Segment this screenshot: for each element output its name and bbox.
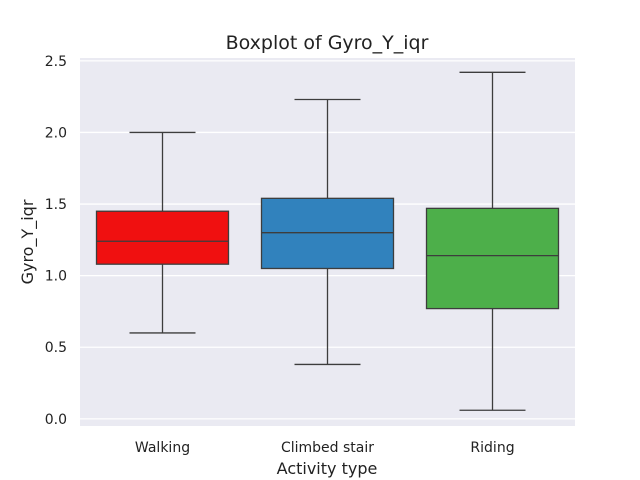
x-tick-label: Climbed stair bbox=[281, 440, 374, 456]
x-tick-label: Walking bbox=[135, 440, 190, 456]
y-tick-label: 2.5 bbox=[45, 54, 67, 70]
x-axis-label: Activity type bbox=[277, 459, 378, 478]
box-climbed-stair bbox=[260, 197, 395, 270]
y-tick-label: 0.0 bbox=[45, 412, 67, 428]
x-axis-ticks: Walking Climbed stair Riding bbox=[135, 440, 515, 456]
y-axis-ticks: 0.0 0.5 1.0 1.5 2.0 2.5 bbox=[45, 54, 67, 428]
boxes bbox=[95, 71, 560, 411]
box-walking bbox=[95, 210, 230, 265]
y-axis-label: Gyro_Y_iqr bbox=[18, 199, 38, 284]
chart-title: Boxplot of Gyro_Y_iqr bbox=[226, 32, 429, 54]
x-tick-label: Riding bbox=[470, 440, 514, 456]
box-riding bbox=[425, 207, 560, 310]
y-tick-label: 1.5 bbox=[45, 197, 67, 213]
y-tick-label: 0.5 bbox=[45, 340, 67, 356]
y-tick-label: 2.0 bbox=[45, 125, 67, 141]
y-tick-label: 1.0 bbox=[45, 269, 67, 285]
